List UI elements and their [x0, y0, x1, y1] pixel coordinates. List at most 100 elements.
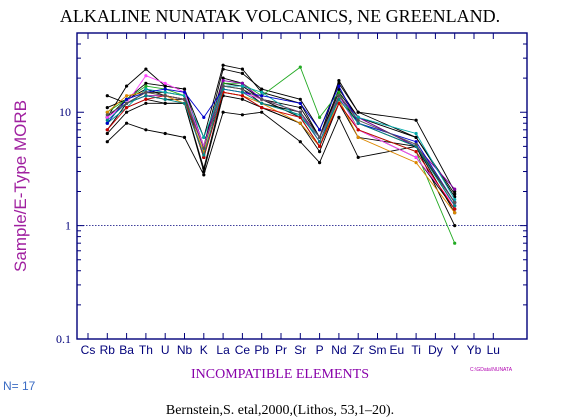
y-axis-label: Sample/E-Type MORB [11, 100, 30, 272]
data-point [356, 118, 360, 122]
data-point [298, 101, 302, 105]
data-point [125, 97, 129, 101]
data-point [202, 135, 206, 139]
data-point [318, 150, 322, 154]
series-4 [105, 94, 457, 211]
data-point [453, 204, 457, 208]
series-group [105, 63, 457, 245]
data-point [453, 197, 457, 202]
citation: Bernstein,S. etal,2000,(Lithos, 53,1–20)… [166, 403, 394, 418]
data-point [356, 128, 360, 132]
chart-title: ALKALINE NUNATAK VOLCANICS, NE GREENLAND… [60, 6, 500, 26]
data-point [105, 118, 109, 122]
data-point [105, 115, 109, 119]
data-point [144, 97, 148, 101]
x-tick-label: Ba [119, 343, 134, 357]
data-point [163, 97, 167, 101]
data-point [240, 90, 244, 94]
data-point [414, 118, 418, 122]
data-point [202, 166, 206, 170]
data-point [240, 87, 244, 91]
plot-frame [76, 32, 528, 340]
data-point [163, 131, 167, 136]
data-point [318, 161, 322, 165]
x-tick-label: Dy [428, 343, 443, 357]
data-point [298, 106, 302, 110]
plot-border [76, 32, 528, 340]
data-point [182, 90, 187, 94]
data-point [240, 97, 244, 101]
data-point [453, 224, 457, 228]
data-point [260, 110, 264, 114]
data-point [182, 97, 187, 101]
x-tick-label: Y [451, 343, 459, 357]
x-tick-label: Nd [331, 343, 346, 357]
x-tick-label: Sm [369, 343, 387, 357]
data-point [356, 121, 360, 125]
data-point [105, 110, 109, 114]
data-point [105, 113, 109, 117]
data-point [105, 140, 109, 144]
data-point [337, 84, 341, 88]
data-point [240, 113, 244, 117]
data-point [453, 241, 457, 245]
data-point [202, 115, 206, 119]
data-point [105, 131, 109, 136]
data-point [202, 153, 206, 157]
y-axis-ticks: 0.1 1 10 [56, 32, 527, 346]
series-line [106, 111, 456, 226]
series-line [107, 88, 456, 206]
data-point [337, 115, 341, 119]
data-point [125, 110, 129, 114]
x-tick-label: La [216, 343, 230, 357]
data-point [298, 110, 302, 114]
data-point [337, 79, 341, 83]
data-point [163, 81, 167, 85]
data-point [453, 187, 457, 191]
data-point [221, 63, 225, 67]
data-point [202, 155, 206, 159]
x-tick-label: U [161, 343, 170, 357]
x-tick-label: Cs [81, 343, 96, 357]
x-tick-label: Nb [177, 343, 193, 357]
x-tick-label: Eu [389, 343, 404, 357]
data-point [298, 65, 302, 69]
series-line [107, 85, 456, 206]
data-point [163, 94, 167, 98]
x-tick-label: Lu [487, 343, 500, 357]
y-tick-label: 0.1 [56, 332, 71, 346]
data-point [125, 106, 129, 110]
data-point [414, 161, 418, 165]
data-point [298, 97, 302, 101]
y-tick-label: 10 [59, 105, 71, 119]
series-5 [105, 110, 457, 228]
x-tick-label: Yb [467, 343, 482, 357]
data-point [105, 106, 109, 110]
data-point [105, 128, 109, 132]
x-axis-label: INCOMPATIBLE ELEMENTS [191, 367, 369, 382]
data-point [125, 121, 129, 125]
data-point [125, 94, 129, 98]
data-point [260, 101, 264, 105]
x-tick-label: Zr [353, 343, 364, 357]
data-point [260, 94, 264, 98]
series-10 [105, 79, 457, 191]
series-line [106, 91, 456, 213]
data-point [144, 84, 148, 88]
x-tick-label: Ce [235, 343, 251, 357]
data-point [125, 101, 129, 105]
data-point [453, 200, 457, 205]
data-point [260, 97, 264, 101]
data-point [105, 121, 109, 125]
data-point [337, 101, 341, 105]
data-point [260, 90, 264, 94]
data-point [240, 84, 244, 88]
data-point [182, 87, 187, 91]
series-line [107, 91, 456, 213]
sample-count: N= 17 [3, 379, 36, 393]
data-point [453, 211, 457, 215]
x-tick-label: Pb [254, 343, 269, 357]
data-point [337, 94, 341, 98]
data-point [414, 135, 418, 139]
data-point [260, 87, 264, 91]
